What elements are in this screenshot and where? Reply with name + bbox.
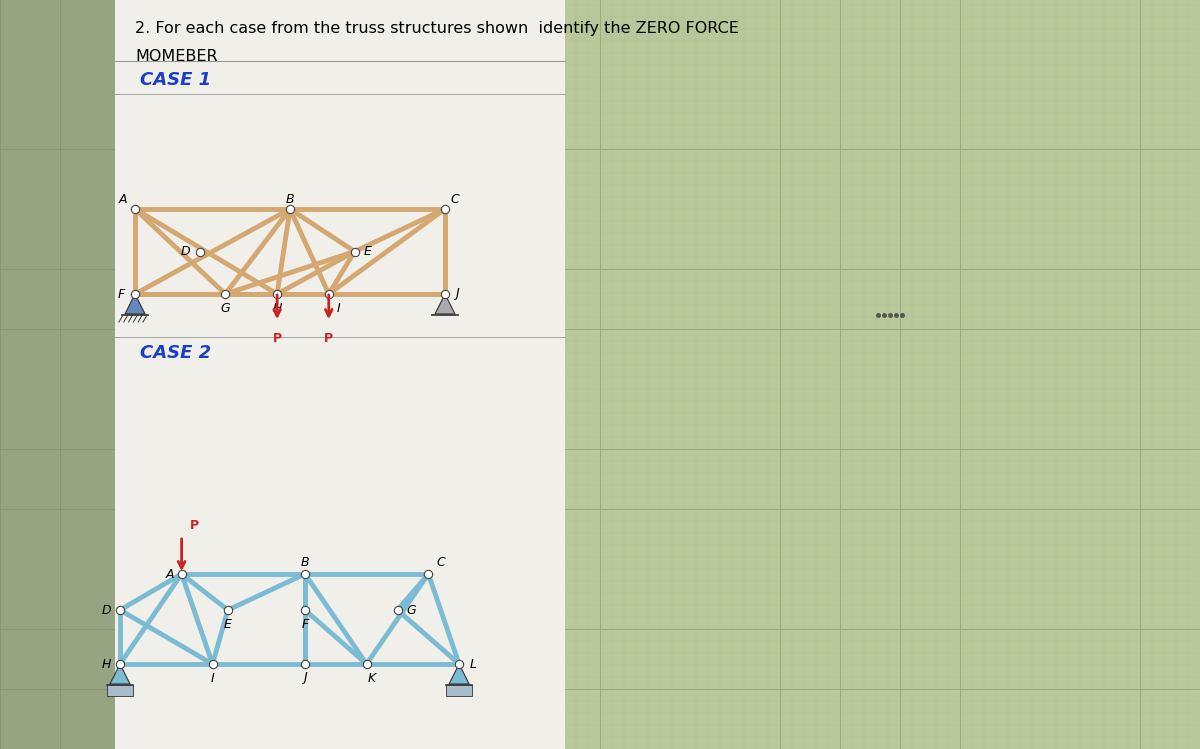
- Text: A: A: [166, 568, 174, 580]
- Bar: [0, 0, 115, 749]
- Text: L: L: [469, 658, 476, 670]
- Text: F: F: [118, 288, 125, 300]
- Bar: [107, 685, 133, 696]
- Text: CASE 2: CASE 2: [140, 344, 211, 362]
- Text: B: B: [301, 556, 310, 568]
- Polygon shape: [436, 294, 455, 314]
- Text: H: H: [272, 302, 282, 315]
- Text: C: C: [451, 192, 460, 205]
- Text: C: C: [436, 556, 445, 568]
- Text: K: K: [367, 672, 376, 685]
- Text: H: H: [101, 658, 110, 670]
- Text: D: D: [181, 245, 191, 258]
- Text: A: A: [119, 192, 127, 205]
- Text: E: E: [364, 245, 372, 258]
- Text: P: P: [324, 332, 334, 345]
- Text: D: D: [101, 604, 110, 616]
- Text: P: P: [190, 519, 199, 532]
- Text: I: I: [211, 672, 215, 685]
- Text: MOMEBER: MOMEBER: [134, 49, 217, 64]
- Polygon shape: [449, 664, 469, 684]
- Text: G: G: [221, 302, 230, 315]
- Text: G: G: [407, 604, 416, 616]
- Text: 2. For each case from the truss structures shown  identify the ZERO FORCE: 2. For each case from the truss structur…: [134, 21, 739, 36]
- Text: I: I: [337, 302, 341, 315]
- Text: F: F: [301, 617, 308, 631]
- Text: J: J: [455, 288, 458, 300]
- Text: B: B: [286, 192, 294, 205]
- Text: J: J: [304, 672, 307, 685]
- Text: CASE 1: CASE 1: [140, 71, 211, 89]
- Bar: [446, 685, 472, 696]
- Text: P: P: [272, 332, 282, 345]
- Polygon shape: [110, 664, 130, 684]
- Polygon shape: [125, 294, 145, 314]
- FancyBboxPatch shape: [115, 0, 565, 749]
- Text: E: E: [224, 617, 232, 631]
